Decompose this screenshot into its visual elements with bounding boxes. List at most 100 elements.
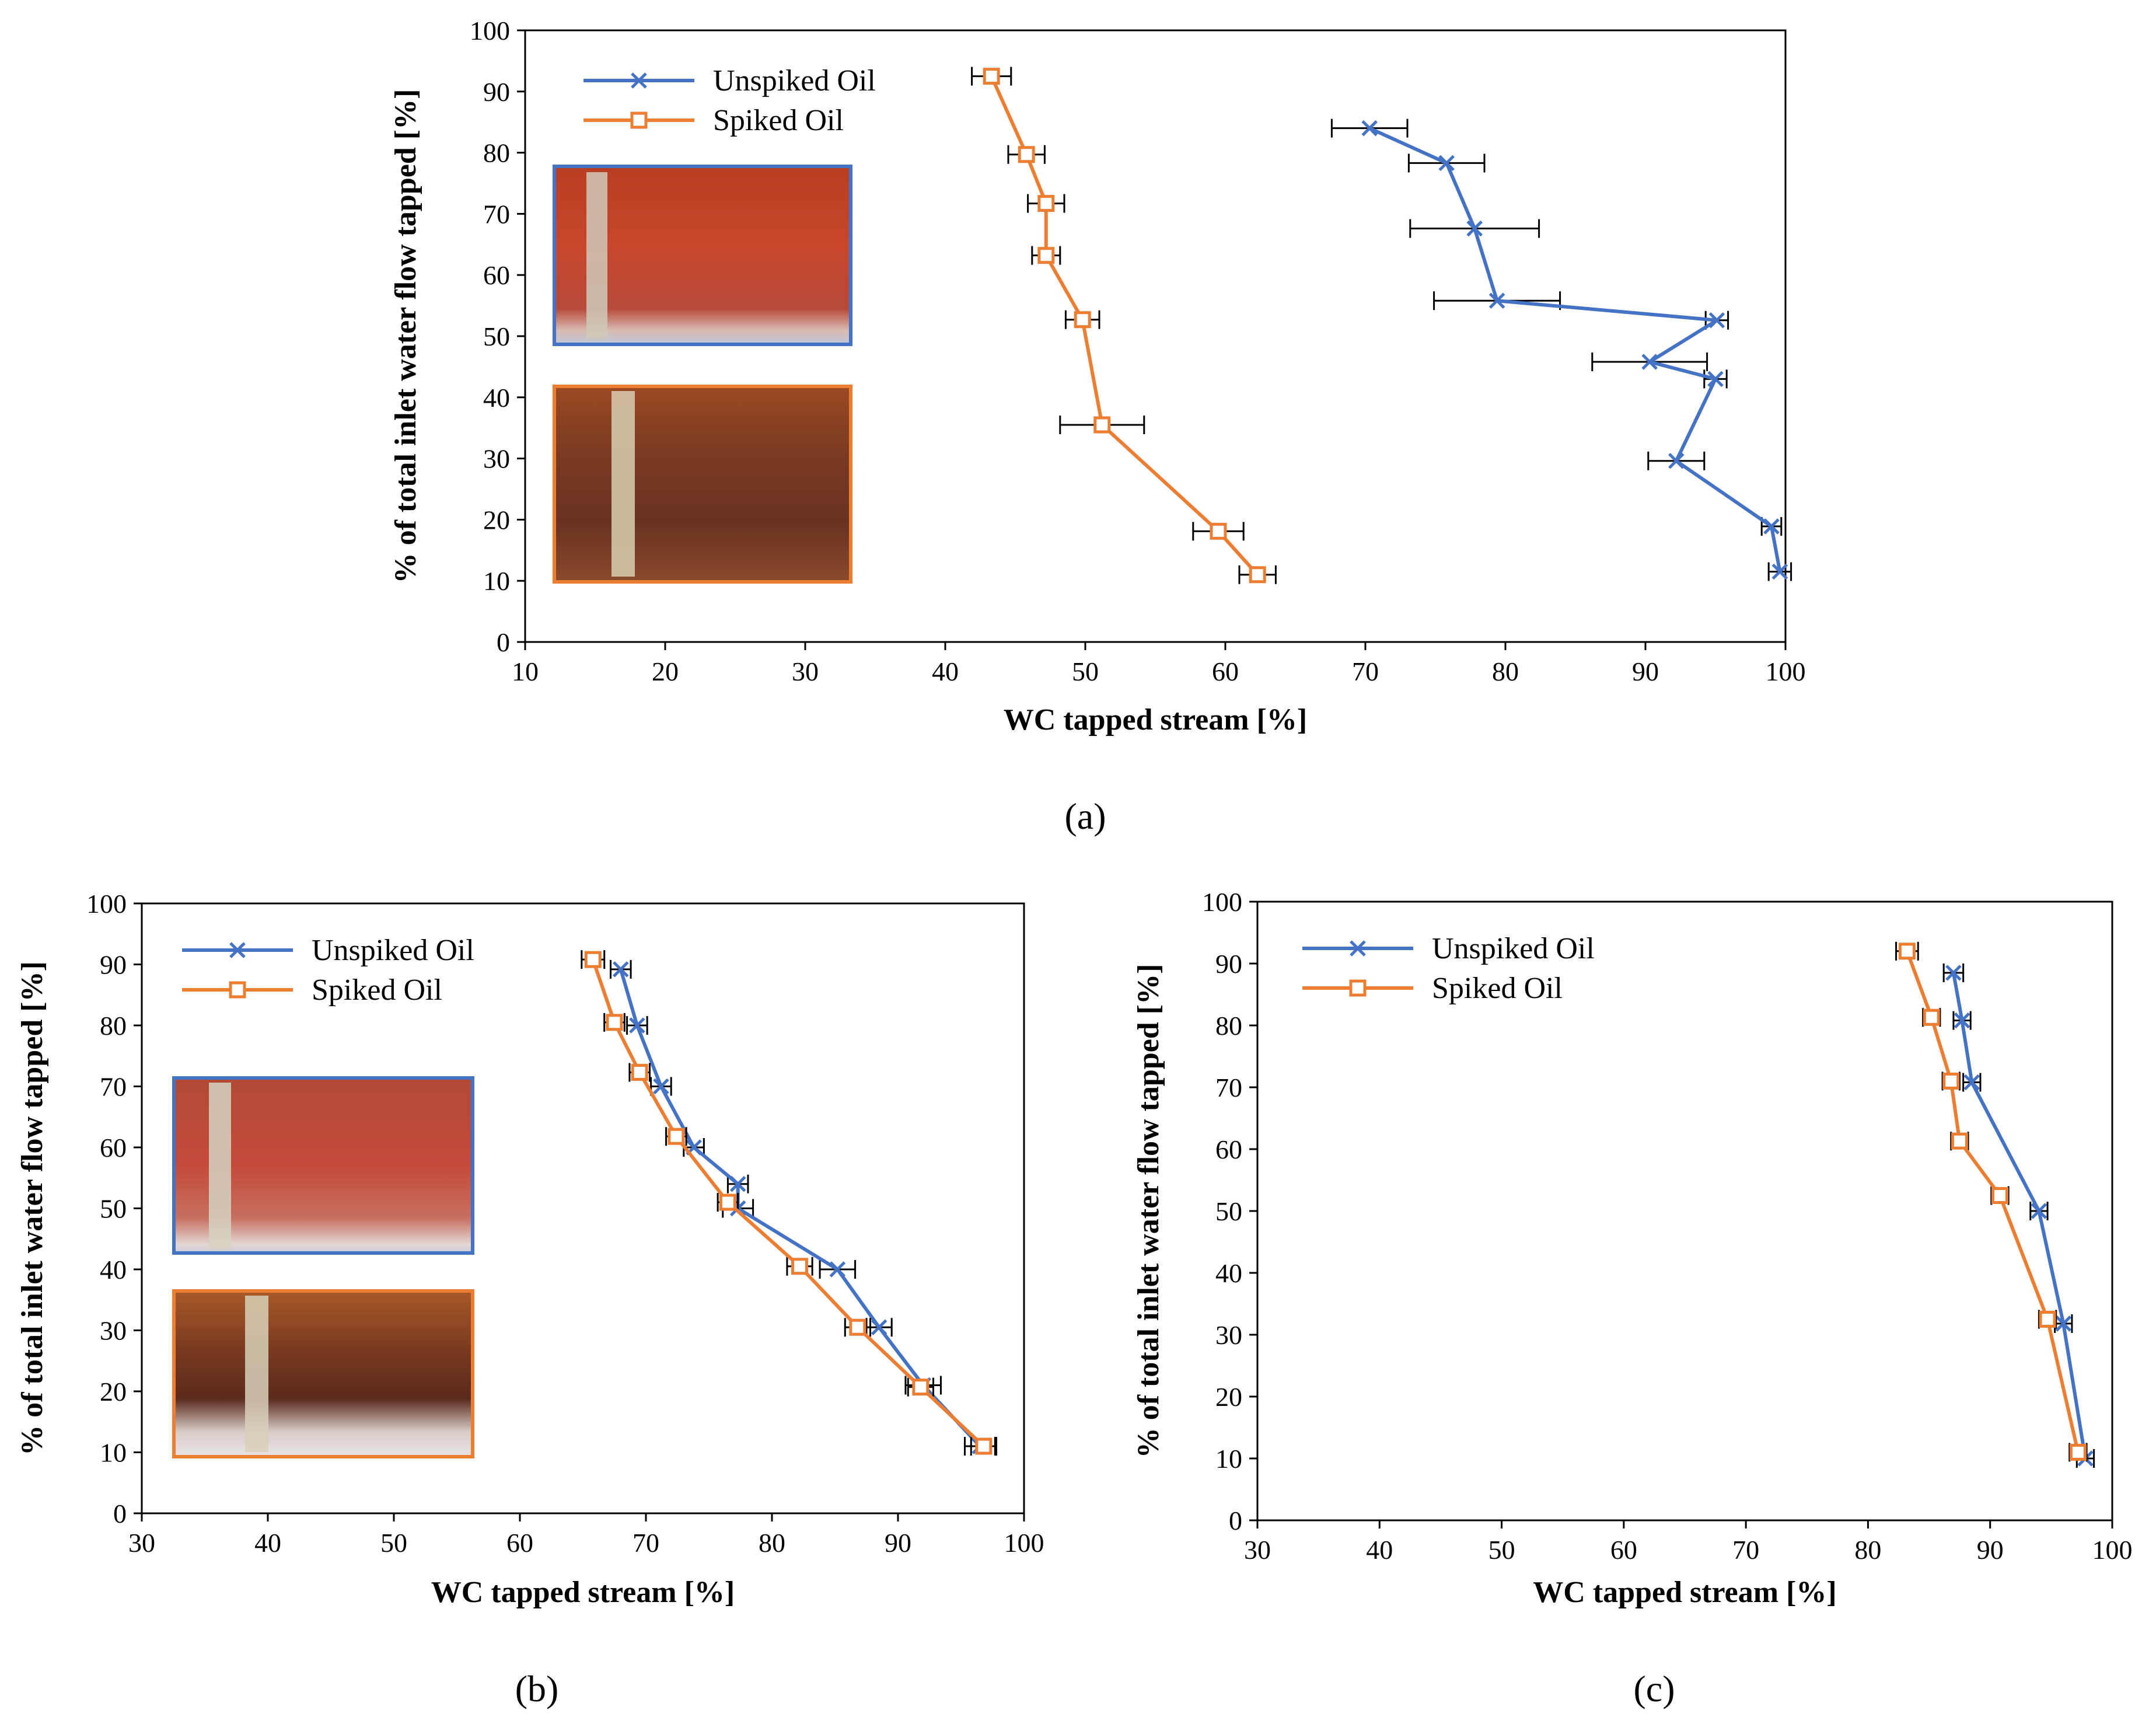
- error-bars: [1330, 118, 1792, 581]
- y-tick-label: 0: [497, 627, 510, 657]
- photo-unspiked-oil-a: [553, 165, 852, 346]
- legend-marker: [1349, 979, 1367, 997]
- series-line: [1368, 126, 1782, 573]
- x-tick-label: 30: [792, 657, 819, 686]
- legend-entry: Unspiked Oil: [1302, 932, 1595, 965]
- y-tick-label: 100: [470, 16, 510, 46]
- data-point: [791, 1258, 809, 1275]
- x-tick-label: 60: [506, 1528, 533, 1558]
- data-point: [1037, 195, 1055, 212]
- x-axis-ticks: 10 20 30 40 50 60 70 80 90 100: [512, 642, 1806, 686]
- data-point: [1707, 371, 1724, 388]
- legend-entry: Unspiked Oil: [182, 934, 474, 967]
- data-point: [2039, 1311, 2056, 1328]
- x-tick-label: 40: [254, 1528, 281, 1558]
- x-tick-label: 90: [1977, 1535, 2004, 1565]
- data-point: [1771, 563, 1788, 580]
- data-point: [653, 1078, 669, 1095]
- y-tick-label: 40: [100, 1255, 127, 1285]
- data-point: [1923, 1008, 1940, 1026]
- x-tick-label: 80: [759, 1528, 785, 1558]
- data-point: [1898, 943, 1916, 960]
- error-bars: [610, 959, 996, 1456]
- x-tick-label: 70: [1732, 1535, 1759, 1565]
- y-tick-label: 90: [483, 77, 510, 107]
- panel-c: 0 10 20 30 40 50 60 70 80 90 100 30 40 50 60 70 80 90 100 W…: [1132, 887, 2133, 1709]
- data-point: [1438, 155, 1455, 172]
- y-tick-label: 0: [113, 1499, 127, 1528]
- data-point: [1018, 146, 1035, 163]
- legend-marker: [229, 942, 246, 958]
- x-tick-label: 40: [1366, 1535, 1393, 1565]
- x-tick-label: 100: [1004, 1528, 1044, 1558]
- data-point: [584, 951, 602, 968]
- y-tick-label: 10: [1215, 1444, 1242, 1474]
- y-tick-label: 100: [1202, 887, 1242, 917]
- panel-b: 0 10 20 30 40 50 60 70 80 90 100 30 40 50 60 70 80 90 100 W…: [16, 889, 1044, 1709]
- data-point: [1942, 1072, 1960, 1090]
- panel-label: (a): [1064, 795, 1106, 837]
- y-tick-label: 70: [100, 1072, 127, 1102]
- series-line: [591, 959, 985, 1448]
- series-unspiked-oil: [610, 959, 996, 1456]
- data-point: [1210, 522, 1227, 540]
- data-point: [1488, 292, 1505, 309]
- legend-marker: [630, 111, 648, 129]
- data-point: [1954, 1012, 1970, 1029]
- legend-marker: [631, 72, 647, 89]
- series-unspiked-oil: [1330, 118, 1792, 581]
- x-tick-label: 70: [633, 1528, 659, 1558]
- y-tick-label: 20: [1215, 1382, 1242, 1412]
- y-tick-label: 80: [483, 138, 510, 168]
- y-tick-label: 30: [1215, 1320, 1242, 1350]
- y-tick-label: 70: [483, 199, 510, 229]
- y-axis-ticks: 0 10 20 30 40 50 60 70 80 90 100: [1202, 887, 1257, 1535]
- chart-c: 0 10 20 30 40 50 60 70 80 90 100 30 40 50 60 70 80 90 100 W…: [1132, 887, 2133, 1709]
- legend-label: Unspiked Oil: [312, 934, 474, 967]
- x-tick-label: 30: [1244, 1535, 1271, 1565]
- panel-label: (c): [1633, 1668, 1675, 1709]
- legend-entry: Spiked Oil: [583, 104, 844, 137]
- x-tick-label: 50: [1072, 657, 1099, 686]
- y-tick-label: 50: [100, 1194, 127, 1224]
- y-axis-title: % of total inlet water flow tapped [%]: [389, 89, 422, 584]
- data-point: [668, 1128, 685, 1145]
- x-axis-ticks: 30 40 50 60 70 80 90 100: [128, 1513, 1044, 1558]
- data-point: [729, 1175, 746, 1192]
- x-tick-label: 60: [1212, 657, 1239, 686]
- x-tick-label: 100: [1766, 657, 1806, 686]
- data-point: [1641, 354, 1658, 370]
- panel-b-photos: [172, 1076, 474, 1458]
- photo-spiked-oil-b: [172, 1289, 474, 1458]
- data-point: [1991, 1187, 2008, 1204]
- series-line: [1951, 972, 2087, 1459]
- data-point: [2031, 1203, 2047, 1219]
- y-tick-label: 20: [100, 1377, 127, 1407]
- y-tick-label: 10: [100, 1438, 127, 1468]
- legend-label: Unspiked Oil: [713, 64, 876, 97]
- data-point: [871, 1319, 887, 1336]
- y-axis-ticks: 0 10 20 30 40 50 60 70 80 90 100: [470, 16, 525, 657]
- x-tick-label: 50: [1488, 1535, 1515, 1565]
- data-point: [1093, 416, 1111, 434]
- data-point: [1945, 965, 1962, 981]
- data-point: [983, 68, 1000, 85]
- plot-area-frame: [1256, 901, 2113, 1521]
- chart-b: 0 10 20 30 40 50 60 70 80 90 100 30 40 50 60 70 80 90 100 W…: [16, 889, 1044, 1709]
- series-line: [619, 969, 981, 1448]
- x-axis-title: WC tapped stream [%]: [1004, 703, 1307, 737]
- y-tick-label: 90: [100, 950, 127, 980]
- x-tick-label: 30: [128, 1528, 155, 1558]
- x-tick-label: 100: [2092, 1535, 2133, 1565]
- y-tick-label: 70: [1215, 1073, 1242, 1102]
- y-tick-label: 20: [483, 505, 510, 535]
- x-tick-label: 50: [380, 1528, 407, 1558]
- data-point: [1963, 1074, 1980, 1091]
- y-tick-label: 60: [483, 260, 510, 290]
- x-tick-label: 90: [1632, 657, 1659, 686]
- x-axis-ticks: 30 40 50 60 70 80 90 100: [1244, 1520, 2133, 1565]
- data-point: [1763, 518, 1780, 535]
- y-tick-label: 80: [1215, 1011, 1242, 1041]
